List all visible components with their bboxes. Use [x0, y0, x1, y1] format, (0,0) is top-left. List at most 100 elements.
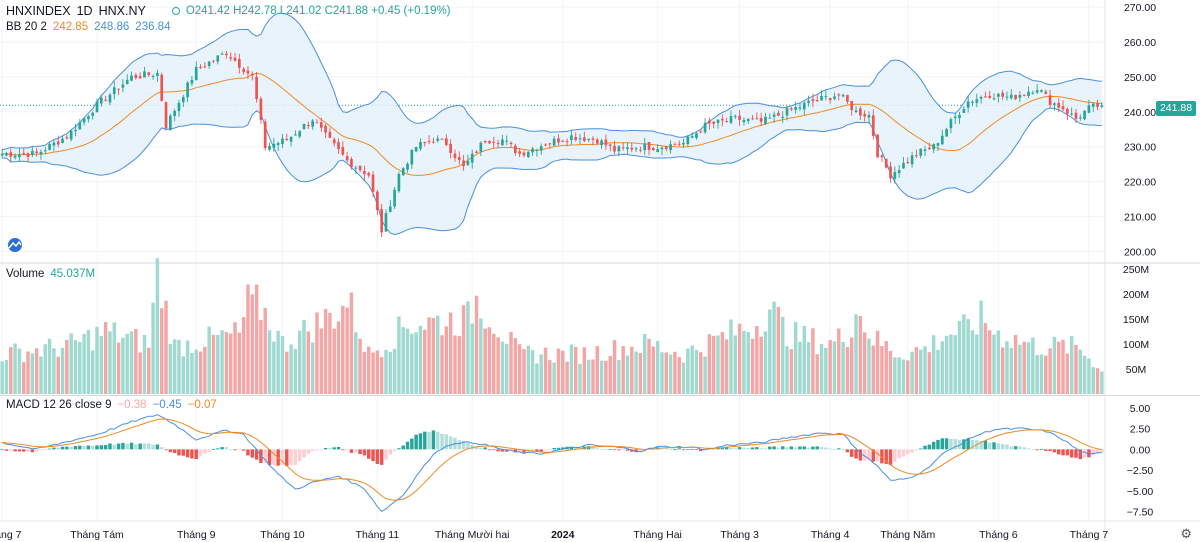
candle-body: [294, 134, 297, 136]
candle-body: [699, 131, 703, 133]
candle-body: [108, 94, 112, 103]
time-tick-label: Tháng Năm: [880, 529, 935, 541]
candle-body: [143, 71, 146, 78]
volume-bar: [116, 342, 121, 394]
candle-body: [949, 119, 953, 129]
volume-bar: [323, 308, 328, 394]
volume-bar: [392, 348, 397, 394]
candle-body: [544, 144, 547, 146]
candle-body: [1100, 105, 1104, 107]
macd-histogram-bar: [448, 436, 453, 450]
volume-bar: [388, 351, 393, 394]
candle-body: [854, 110, 858, 112]
macd-histogram-bar: [410, 438, 414, 450]
volume-bar: [142, 334, 147, 394]
candle-body: [457, 157, 461, 160]
settings-gear-icon[interactable]: ⚙: [1180, 526, 1192, 541]
macd-histogram-bar: [112, 444, 117, 450]
volume-bar: [52, 348, 56, 394]
volume-bar: [431, 318, 436, 394]
macd-histogram-bar: [220, 447, 224, 450]
volume-bar: [1078, 349, 1083, 394]
time-tick-label: Tháng Tám: [70, 529, 124, 541]
macd-tick-label: 2.50: [1130, 424, 1151, 436]
volume-bar: [522, 349, 526, 394]
bb-label[interactable]: BB 20 2: [6, 21, 47, 33]
candle-body: [328, 131, 332, 138]
candle-body: [156, 72, 159, 76]
macd-histogram-bar: [573, 447, 578, 450]
volume-bar: [474, 295, 479, 394]
bb-lower-value: 236.84: [135, 21, 171, 33]
volume-bar: [716, 335, 720, 394]
bb-basis-value: 242.85: [52, 21, 89, 33]
macd-histogram-bar: [52, 447, 56, 450]
candle-body: [626, 147, 629, 150]
macd-histogram-bar: [138, 443, 142, 450]
candle-body: [634, 148, 638, 150]
candle-body: [332, 139, 336, 144]
macd-series: [0, 414, 1104, 513]
macd-histogram-bar: [474, 446, 479, 450]
candle-body: [259, 98, 263, 120]
macd-histogram-bar: [875, 449, 880, 462]
macd-histogram-bar: [604, 449, 608, 450]
macd-histogram-bar: [970, 439, 975, 450]
volume-bar: [315, 312, 319, 394]
volume-bar: [673, 351, 677, 394]
macd-histogram-bar: [569, 446, 574, 450]
candle-body: [423, 142, 427, 144]
volume-bar: [768, 309, 772, 394]
volume-bar: [177, 339, 181, 394]
candle-body: [936, 143, 940, 146]
symbol-name[interactable]: HNXINDEX: [6, 4, 71, 18]
macd-histogram-bar: [129, 442, 134, 450]
volume-bar: [504, 343, 509, 394]
candle-body: [1078, 117, 1082, 119]
macd-histogram-bar: [345, 449, 349, 451]
volume-bar: [198, 351, 203, 394]
macd-label[interactable]: MACD 12 26 close 9: [6, 399, 112, 411]
volume-bar: [556, 348, 561, 394]
macd-histogram-bar: [1026, 448, 1031, 450]
volume-bar: [379, 357, 384, 394]
candle-body: [682, 142, 685, 145]
macd-histogram-bar: [65, 446, 69, 450]
volume-bar: [647, 338, 651, 394]
interval-label[interactable]: 1D: [76, 4, 93, 18]
candle-body: [897, 170, 901, 174]
symbol-legend: HNXINDEX 1D HNX.NY O241.42 H242.78 L241.…: [6, 4, 451, 18]
candle-body: [100, 97, 103, 104]
candle-body: [56, 141, 60, 145]
macd-histogram-bar: [504, 449, 509, 452]
macd-histogram-bar: [686, 449, 690, 451]
volume-bar: [220, 330, 224, 394]
candle-body: [410, 149, 414, 165]
volume-bar: [578, 363, 582, 394]
volume-label[interactable]: Volume: [6, 268, 45, 280]
macd-histogram-bar: [768, 446, 772, 450]
volume-bar: [30, 353, 35, 394]
candle-body: [837, 94, 841, 96]
candle-body: [48, 144, 51, 150]
tradingview-logo-icon[interactable]: [6, 238, 24, 252]
time-tick-label: Tháng 6: [979, 529, 1018, 541]
macd-histogram-bar: [198, 449, 203, 456]
volume-bar: [953, 335, 957, 394]
volume-bar: [65, 339, 69, 394]
candle-body: [1053, 103, 1056, 105]
volume-bar: [82, 333, 86, 394]
macd-histogram-bar: [914, 449, 919, 451]
volume-bar: [168, 344, 173, 394]
macd-histogram-bar: [375, 449, 380, 464]
candle-body: [583, 137, 586, 141]
macd-histogram-bar: [699, 449, 703, 452]
macd-histogram-bar: [177, 449, 181, 456]
candle-body: [509, 142, 513, 145]
candle-body: [207, 61, 211, 66]
candle-body: [350, 159, 353, 168]
volume-bar: [793, 321, 798, 394]
macd-histogram-bar: [228, 449, 233, 451]
macd-histogram-bar: [789, 446, 794, 450]
